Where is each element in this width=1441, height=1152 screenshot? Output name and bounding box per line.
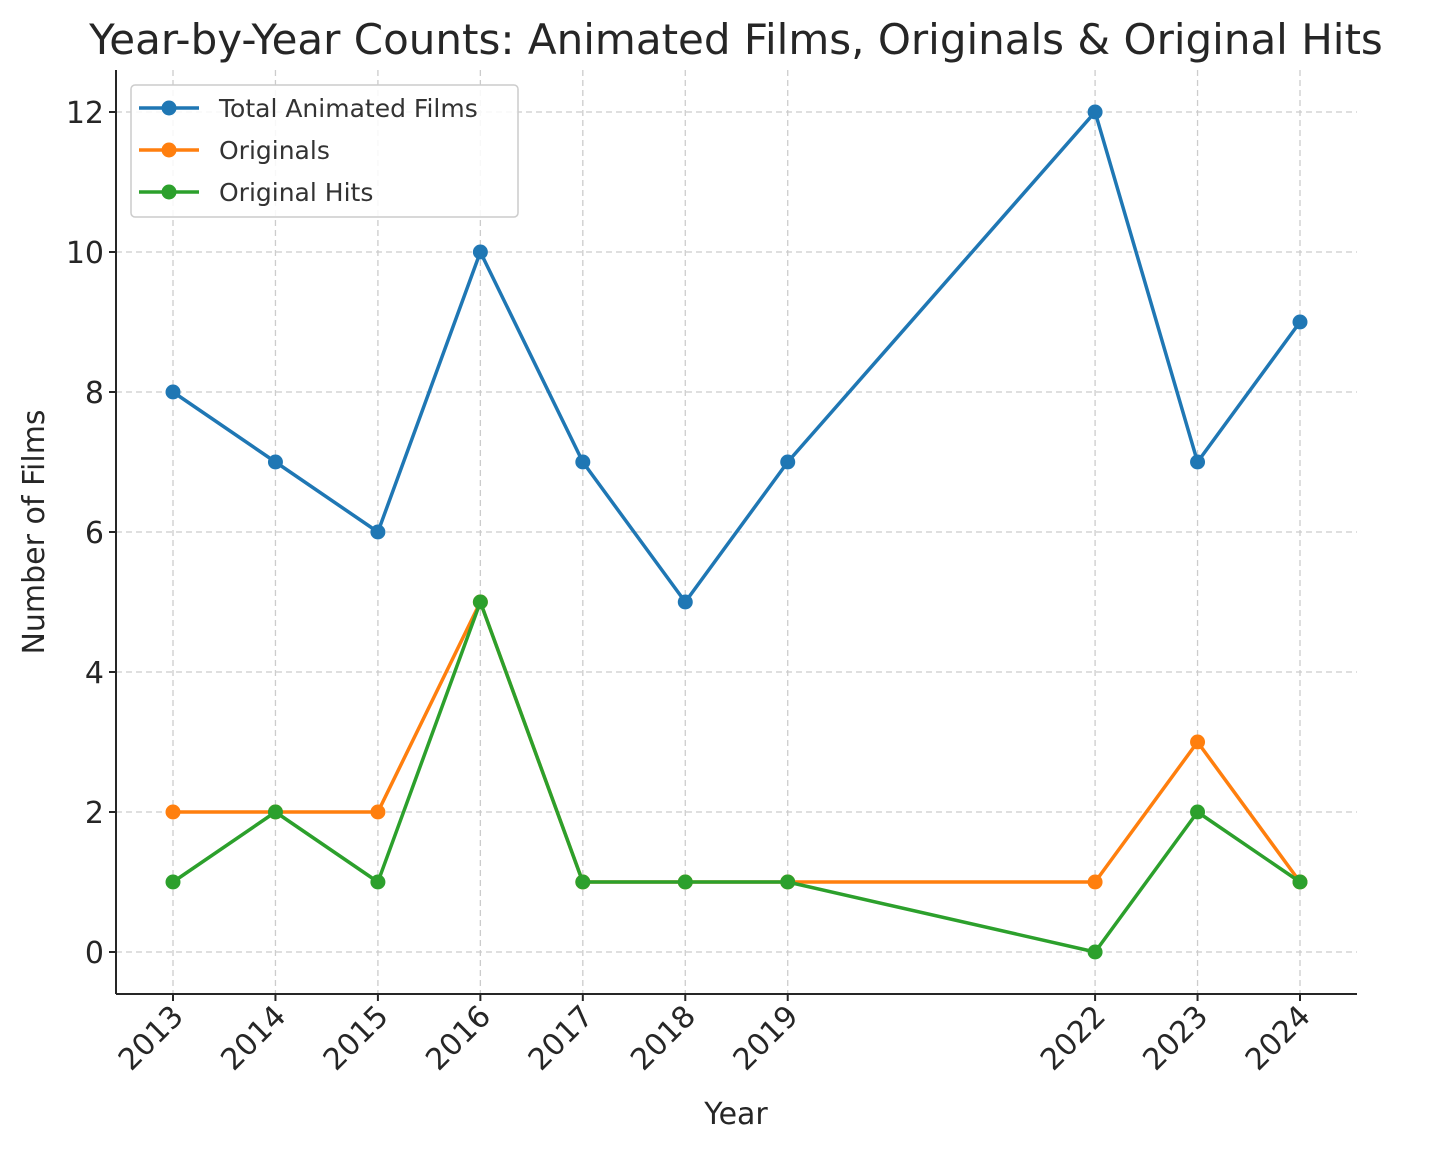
x-tick-label: 2015: [317, 999, 396, 1078]
data-point-marker: [575, 874, 591, 890]
x-tick-label: 2024: [1239, 999, 1318, 1078]
data-point-marker: [165, 874, 181, 890]
x-tick-label: 2023: [1136, 999, 1215, 1078]
data-point-marker: [1190, 454, 1206, 470]
legend: Total Animated Films Originals Original Hi…: [130, 84, 519, 218]
data-point-marker: [472, 244, 488, 260]
x-tick-label: 2018: [624, 999, 703, 1078]
series-lines: [165, 104, 1308, 960]
y-tick-label: 10: [66, 236, 104, 271]
y-axis-label: Number of Films: [17, 409, 52, 654]
series-originals: [165, 594, 1308, 890]
data-point-marker: [370, 874, 386, 890]
series-line: [173, 600, 1302, 884]
legend-item: Originals: [139, 136, 330, 165]
data-point-marker: [575, 454, 591, 470]
legend-marker-icon: [161, 100, 177, 116]
legend-label: Originals: [219, 136, 330, 165]
x-axis-ticks: 2013 2014 2015 2016 2017 2018 2019 2022 2023 2024: [112, 994, 1318, 1078]
data-point-marker: [370, 524, 386, 540]
data-point-marker: [1087, 944, 1103, 960]
y-tick-label: 0: [85, 936, 104, 971]
data-point-marker: [1087, 874, 1103, 890]
series-original-hits: [165, 594, 1308, 960]
data-point-marker: [780, 454, 796, 470]
legend-label: Total Animated Films: [218, 94, 478, 123]
x-tick-label: 2014: [214, 999, 293, 1078]
data-point-marker: [267, 454, 283, 470]
data-point-marker: [472, 594, 488, 610]
legend-label: Original Hits: [219, 178, 373, 207]
legend-box: [130, 84, 519, 218]
data-point-marker: [165, 384, 181, 400]
data-point-marker: [1292, 314, 1308, 330]
x-tick-label: 2019: [727, 999, 806, 1078]
x-tick-label: 2022: [1034, 999, 1113, 1078]
data-point-marker: [677, 874, 693, 890]
series-total-animated-films: [165, 104, 1308, 610]
data-point-marker: [165, 804, 181, 820]
y-tick-label: 12: [66, 96, 104, 131]
legend-marker-icon: [161, 184, 177, 200]
y-tick-label: 4: [85, 656, 104, 691]
data-point-marker: [1292, 874, 1308, 890]
legend-marker-icon: [161, 142, 177, 158]
x-axis-label: Year: [703, 1097, 768, 1132]
legend-item: Total Animated Films: [139, 94, 478, 123]
series-line: [172, 110, 1302, 604]
x-tick-label: 2016: [419, 999, 498, 1078]
data-point-marker: [267, 804, 283, 820]
data-point-marker: [370, 804, 386, 820]
y-tick-label: 2: [85, 796, 104, 831]
data-point-marker: [1190, 804, 1206, 820]
x-tick-label: 2013: [112, 999, 191, 1078]
series-line: [172, 600, 1301, 954]
data-point-marker: [1087, 104, 1103, 120]
chart-title: Year-by-Year Counts: Animated Films, Ori…: [88, 15, 1383, 64]
y-tick-label: 6: [85, 516, 104, 551]
data-point-marker: [677, 594, 693, 610]
legend-item: Original Hits: [139, 178, 373, 207]
data-point-marker: [780, 874, 796, 890]
x-tick-label: 2017: [522, 999, 601, 1078]
y-tick-label: 8: [85, 376, 104, 411]
data-point-marker: [1190, 734, 1206, 750]
y-axis-ticks: 0 2 4 6 8 10 12: [66, 96, 116, 971]
